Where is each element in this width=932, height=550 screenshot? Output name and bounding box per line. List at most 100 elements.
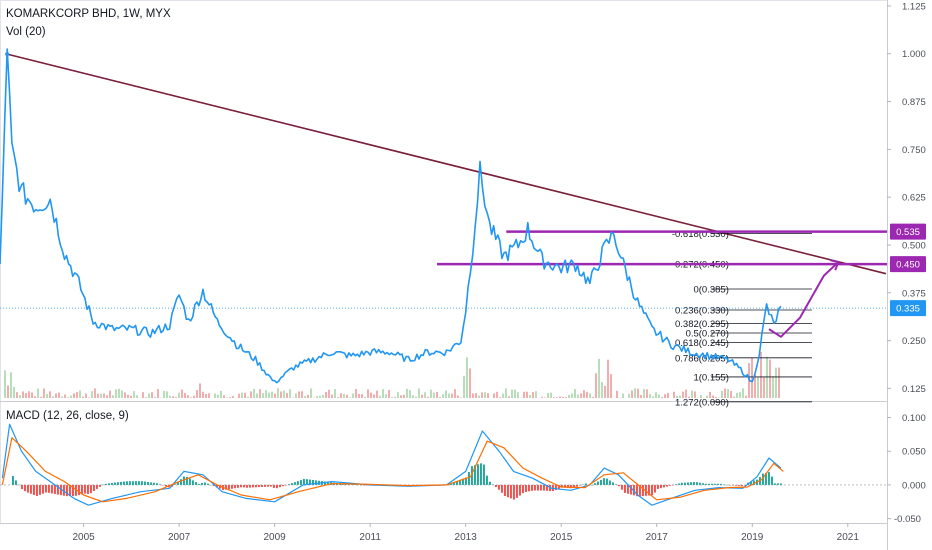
- volume-bar: [178, 392, 180, 398]
- volume-bar: [532, 392, 534, 398]
- volume-bar: [463, 376, 465, 398]
- macd-histogram-bar: [728, 484, 731, 486]
- volume-bar: [508, 396, 510, 398]
- volume-bar: [622, 393, 624, 398]
- macd-histogram-bar: [698, 482, 701, 485]
- macd-histogram-bar: [200, 482, 203, 485]
- volume-bar: [19, 395, 21, 398]
- volume-bar: [415, 396, 417, 398]
- volume-bar: [157, 389, 159, 398]
- volume-bar: [505, 388, 507, 398]
- volume-bar: [97, 393, 99, 398]
- volume-bar: [742, 388, 744, 398]
- volume-bar: [334, 389, 336, 398]
- macd-histogram-bar: [146, 482, 149, 485]
- macd-label: MACD (12, 26, close, 9): [6, 410, 129, 422]
- volume-bar: [469, 368, 471, 398]
- volume-bar: [433, 392, 435, 398]
- volume-bar: [745, 395, 747, 398]
- macd-histogram-bar: [710, 483, 713, 485]
- macd-histogram-bar: [572, 484, 575, 488]
- volume-bar: [607, 359, 609, 398]
- macd-histogram-bar: [521, 484, 524, 494]
- volume-bar: [214, 393, 216, 398]
- volume-bar: [166, 391, 168, 398]
- macd-histogram-bar: [362, 484, 365, 486]
- volume-bar: [592, 396, 594, 398]
- x-tick-label: 2009: [264, 532, 287, 543]
- macd-histogram-bar: [245, 484, 248, 488]
- volume-bar: [190, 397, 192, 398]
- volume-bar: [709, 391, 711, 398]
- volume-bar: [652, 396, 654, 398]
- volume-bar: [286, 392, 288, 398]
- macd-histogram-bar: [248, 484, 251, 488]
- macd-histogram-bar: [149, 482, 152, 485]
- volume-bar: [583, 390, 585, 398]
- volume-bar: [130, 395, 132, 398]
- volume-bar: [694, 391, 696, 398]
- macd-histogram-bar: [557, 484, 560, 489]
- macd-histogram-bar: [611, 482, 614, 485]
- volume-bar: [142, 392, 144, 398]
- macd-histogram-bar: [11, 476, 14, 485]
- macd-histogram-bar: [179, 479, 182, 485]
- volume-bar: [31, 392, 33, 398]
- macd-histogram-bar: [143, 481, 146, 485]
- volume-bar: [274, 393, 276, 398]
- chart-title: KOMARKCORP BHD, 1W, MYX: [6, 8, 171, 20]
- macd-histogram-bar: [614, 484, 617, 485]
- macd-histogram-bar: [752, 480, 755, 485]
- macd-histogram-bar: [311, 479, 314, 485]
- macd-histogram-bar: [482, 464, 485, 485]
- macd-histogram-bar: [509, 484, 512, 499]
- macd-histogram-bar: [152, 482, 155, 485]
- current-price-badge: [890, 300, 926, 317]
- volume-bar: [430, 389, 432, 398]
- macd-histogram-bar: [635, 484, 638, 497]
- macd-histogram-bar: [491, 484, 494, 485]
- level-badge: [890, 223, 926, 240]
- x-tick-label: 2005: [72, 532, 95, 543]
- volume-bar: [706, 395, 708, 398]
- volume-bar: [442, 394, 444, 398]
- macd-histogram-bar: [497, 484, 500, 490]
- volume-bar: [568, 394, 570, 398]
- macd-histogram-bar: [257, 484, 260, 488]
- volume-bar: [586, 391, 588, 398]
- y-tick-label: 0.500: [902, 240, 926, 251]
- macd-histogram-bar: [122, 481, 125, 485]
- volume-bar: [517, 392, 519, 398]
- volume-bar: [205, 393, 207, 398]
- volume-bar: [148, 393, 150, 398]
- volume-bar: [34, 396, 36, 398]
- volume-bar: [445, 390, 447, 398]
- volume-bar: [217, 394, 219, 398]
- volume-bar: [301, 391, 303, 398]
- volume-bar: [679, 395, 681, 398]
- volume-bar: [397, 392, 399, 398]
- macd-histogram-bar: [479, 463, 482, 485]
- volume-bar: [241, 392, 243, 398]
- volume-bar: [220, 390, 222, 398]
- volume-bar: [682, 391, 684, 398]
- y-tick-label: 0.125: [902, 384, 926, 395]
- volume-bar: [667, 392, 669, 398]
- volume-bar: [154, 396, 156, 398]
- fib-level-label: 0.618(0.245): [675, 338, 729, 349]
- volume-bar: [646, 389, 648, 398]
- macd-histogram-bar: [251, 484, 254, 488]
- volume-bar: [364, 396, 366, 398]
- macd-histogram-bar: [71, 484, 74, 497]
- y-tick-label: 0.750: [902, 145, 926, 156]
- volume-bar: [121, 390, 123, 398]
- x-tick-label: 2021: [837, 532, 860, 543]
- plot-frame: [0, 0, 888, 524]
- macd-histogram-bar: [41, 484, 44, 494]
- macd-histogram-bar: [209, 484, 212, 486]
- macd-histogram-bar: [515, 484, 518, 498]
- volume-bar: [268, 392, 270, 398]
- volume-bar: [352, 393, 354, 398]
- macd-histogram-bar: [776, 483, 779, 485]
